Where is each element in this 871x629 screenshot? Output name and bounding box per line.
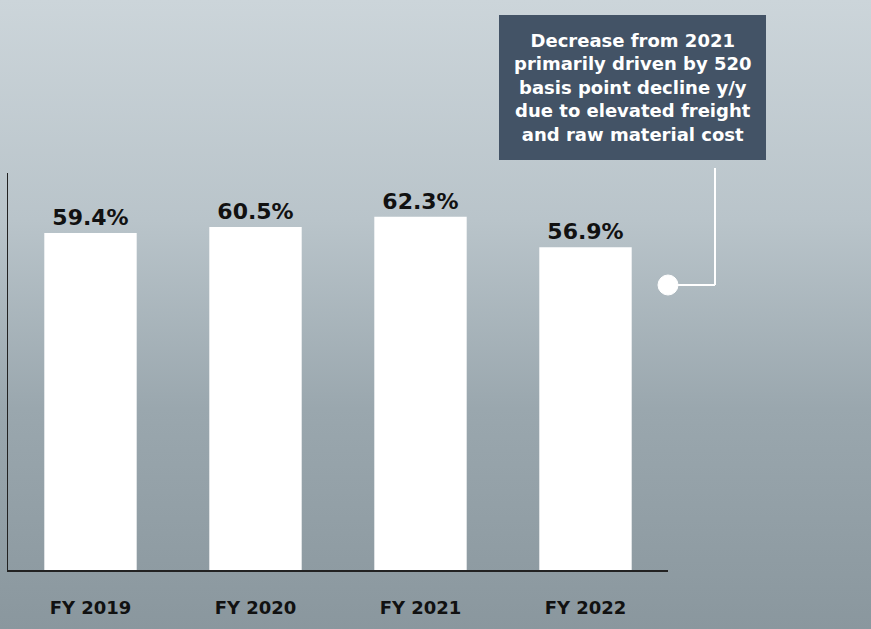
svg-text:56.9%: 56.9%	[547, 219, 623, 244]
svg-text:FY 2020: FY 2020	[215, 597, 297, 618]
svg-text:62.3%: 62.3%	[382, 189, 458, 214]
svg-text:59.4%: 59.4%	[52, 205, 128, 230]
svg-text:FY 2022: FY 2022	[545, 597, 627, 618]
svg-text:FY 2019: FY 2019	[50, 597, 132, 618]
svg-text:FY 2021: FY 2021	[380, 597, 462, 618]
svg-text:Decrease from 2021primarily dr: Decrease from 2021primarily driven by 52…	[514, 30, 751, 145]
svg-text:60.5%: 60.5%	[217, 199, 293, 224]
